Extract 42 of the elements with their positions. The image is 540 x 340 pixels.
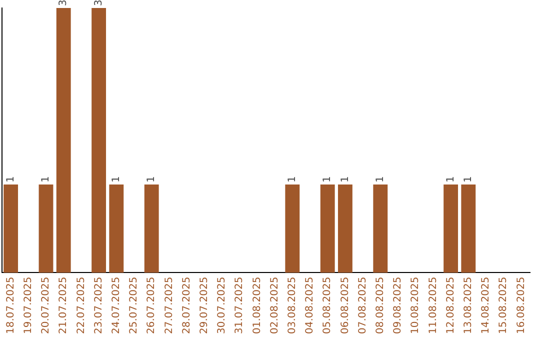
x-tick-label: 04.08.2025 — [304, 276, 316, 334]
data-label: 3 — [93, 0, 104, 6]
x-tick-label: 02.08.2025 — [269, 276, 280, 334]
x-tick-label: 26.07.2025 — [146, 276, 158, 334]
x-tick-label: 11.08.2025 — [428, 276, 439, 334]
x-tick-label: 13.08.2025 — [462, 276, 474, 334]
x-tick-label: 09.08.2025 — [392, 276, 404, 334]
x-tick-label: 30.07.2025 — [216, 276, 228, 334]
data-label: 1 — [110, 176, 122, 182]
x-tick-label: 05.08.2025 — [322, 276, 334, 334]
data-label: 1 — [462, 176, 474, 182]
x-tick-label: 01.08.2025 — [252, 276, 263, 334]
x-tick-label: 27.07.2025 — [164, 276, 175, 334]
data-label: 1 — [5, 176, 16, 182]
data-label: 1 — [445, 176, 456, 182]
x-tick-label: 15.08.2025 — [498, 276, 510, 334]
x-tick-label: 28.07.2025 — [181, 276, 192, 334]
x-tick-label: 16.08.2025 — [516, 276, 527, 334]
x-tick-label: 31.07.2025 — [234, 276, 246, 334]
x-tick-label: 23.07.2025 — [93, 276, 104, 334]
x-tick-label: 06.08.2025 — [340, 276, 351, 334]
data-label: 1 — [286, 176, 298, 182]
x-tick-label: 22.07.2025 — [76, 276, 87, 334]
data-label: 1 — [40, 176, 52, 182]
x-tick-label: 24.07.2025 — [110, 276, 122, 334]
x-tick-label: 10.08.2025 — [410, 276, 422, 334]
x-tick-label: 07.08.2025 — [357, 276, 368, 334]
x-tick-label: 21.07.2025 — [58, 276, 70, 334]
x-tick-label: 18.07.2025 — [5, 276, 16, 334]
x-tick-label: 29.07.2025 — [198, 276, 210, 334]
data-label: 1 — [374, 176, 386, 182]
x-tick-label: 03.08.2025 — [286, 276, 298, 334]
x-tick-label: 20.07.2025 — [40, 276, 52, 334]
x-tick-label: 12.08.2025 — [445, 276, 456, 334]
data-label: 3 — [58, 0, 70, 6]
data-label: 1 — [322, 176, 334, 182]
x-tick-label: 19.07.2025 — [22, 276, 34, 334]
x-tick-label: 25.07.2025 — [128, 276, 140, 334]
data-label: 1 — [340, 176, 351, 182]
x-tick-label: 08.08.2025 — [374, 276, 386, 334]
data-label: 1 — [146, 176, 158, 182]
x-tick-label: 14.08.2025 — [480, 276, 492, 334]
